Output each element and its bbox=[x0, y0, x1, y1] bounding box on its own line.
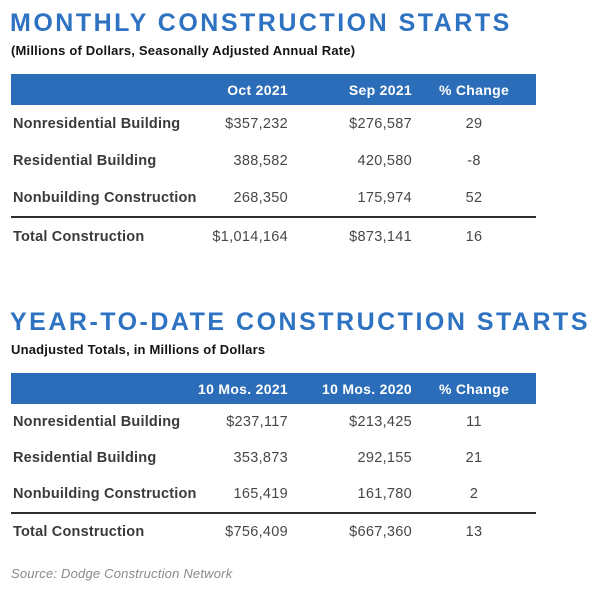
header-cell-sep-2021: Sep 2021 bbox=[348, 81, 412, 98]
value-cell-2021: 165,419 bbox=[233, 486, 288, 502]
row-label: Residential Building bbox=[13, 450, 157, 466]
ytd-section-title: YEAR-TO-DATE CONSTRUCTION STARTS bbox=[10, 308, 590, 336]
value-cell-2021: 353,873 bbox=[233, 450, 288, 466]
monthly-table-header-row: Oct 2021 Sep 2021 % Change bbox=[11, 74, 536, 105]
value-cell-change: 21 bbox=[465, 450, 483, 466]
row-label: Nonbuilding Construction bbox=[13, 189, 197, 206]
value-cell-change: 2 bbox=[469, 486, 479, 502]
value-cell-2020: $667,360 bbox=[349, 524, 412, 540]
value-cell-2020: 292,155 bbox=[357, 450, 412, 466]
header-cell-10mos-2020: 10 Mos. 2020 bbox=[322, 380, 412, 397]
value-cell-oct: $357,232 bbox=[225, 115, 288, 132]
source-note: Source: Dodge Construction Network bbox=[11, 566, 233, 581]
monthly-section-subtitle: (Millions of Dollars, Seasonally Adjuste… bbox=[11, 43, 356, 58]
row-label: Nonresidential Building bbox=[13, 414, 181, 430]
table-row-total: Total Construction $756,409 $667,360 13 bbox=[11, 512, 536, 550]
value-cell-change: 29 bbox=[465, 115, 483, 132]
table-row-nonresidential: Nonresidential Building $237,117 $213,42… bbox=[11, 404, 536, 440]
table-row-nonbuilding: Nonbuilding Construction 165,419 161,780… bbox=[11, 476, 536, 512]
header-cell-10mos-2021: 10 Mos. 2021 bbox=[198, 380, 288, 397]
table-row-nonbuilding: Nonbuilding Construction 268,350 175,974… bbox=[11, 179, 536, 216]
value-cell-sep: $276,587 bbox=[349, 115, 412, 132]
value-cell-2020: $213,425 bbox=[349, 414, 412, 430]
row-label: Nonbuilding Construction bbox=[13, 486, 197, 502]
header-cell-pct-change: % Change bbox=[438, 380, 510, 397]
value-cell-oct: $1,014,164 bbox=[212, 228, 288, 245]
row-label: Nonresidential Building bbox=[13, 115, 181, 132]
table-row-nonresidential: Nonresidential Building $357,232 $276,58… bbox=[11, 105, 536, 142]
row-label: Total Construction bbox=[13, 228, 145, 245]
monthly-section: MONTHLY CONSTRUCTION STARTS (Millions of… bbox=[0, 8, 600, 255]
year-to-date-section: YEAR-TO-DATE CONSTRUCTION STARTS Unadjus… bbox=[0, 307, 600, 550]
table-row-residential: Residential Building 388,582 420,580 -8 bbox=[11, 142, 536, 179]
table-row-total: Total Construction $1,014,164 $873,141 1… bbox=[11, 216, 536, 255]
row-label: Total Construction bbox=[13, 524, 145, 540]
value-cell-change: -8 bbox=[467, 152, 481, 169]
table-row-residential: Residential Building 353,873 292,155 21 bbox=[11, 440, 536, 476]
ytd-table-header-row: 10 Mos. 2021 10 Mos. 2020 % Change bbox=[11, 373, 536, 404]
value-cell-2021: $756,409 bbox=[225, 524, 288, 540]
monthly-table: Oct 2021 Sep 2021 % Change Nonresidentia… bbox=[11, 74, 536, 255]
value-cell-oct: 268,350 bbox=[233, 189, 288, 206]
monthly-section-title: MONTHLY CONSTRUCTION STARTS bbox=[10, 9, 512, 37]
value-cell-change: 52 bbox=[465, 189, 483, 206]
value-cell-sep: $873,141 bbox=[349, 228, 412, 245]
value-cell-2020: 161,780 bbox=[357, 486, 412, 502]
value-cell-change: 13 bbox=[465, 524, 483, 540]
value-cell-sep: 420,580 bbox=[357, 152, 412, 169]
value-cell-change: 11 bbox=[466, 414, 482, 430]
ytd-table: 10 Mos. 2021 10 Mos. 2020 % Change Nonre… bbox=[11, 373, 536, 550]
value-cell-oct: 388,582 bbox=[233, 152, 288, 169]
header-cell-pct-change: % Change bbox=[438, 81, 510, 98]
value-cell-sep: 175,974 bbox=[357, 189, 412, 206]
value-cell-change: 16 bbox=[465, 228, 483, 245]
header-cell-oct-2021: Oct 2021 bbox=[227, 81, 288, 98]
ytd-section-subtitle: Unadjusted Totals, in Millions of Dollar… bbox=[11, 342, 266, 357]
value-cell-2021: $237,117 bbox=[226, 414, 288, 430]
row-label: Residential Building bbox=[13, 152, 157, 169]
